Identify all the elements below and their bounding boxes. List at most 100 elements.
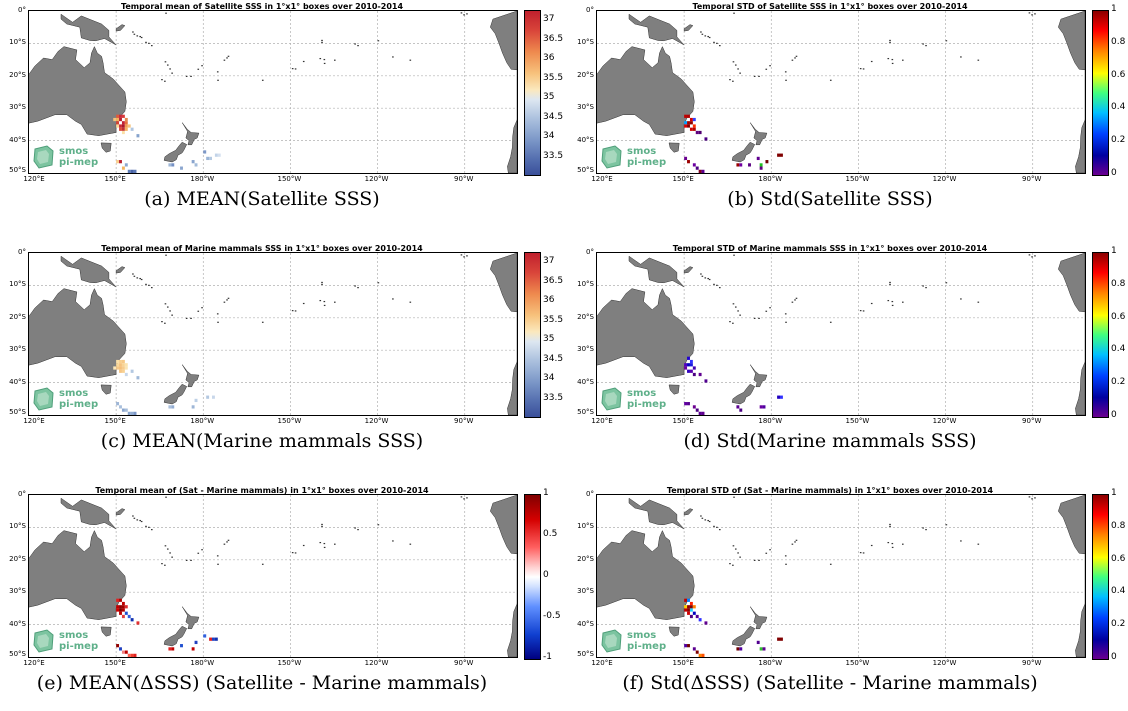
island — [169, 68, 171, 70]
island — [1028, 254, 1031, 256]
island — [729, 321, 731, 323]
colorbar-tick: 36.5 — [543, 33, 564, 44]
island — [889, 41, 891, 43]
island — [732, 61, 735, 63]
data-cell — [119, 124, 122, 128]
data-cell — [121, 605, 125, 609]
island — [870, 302, 873, 305]
data-cell — [780, 395, 783, 399]
logo-line-1: smos — [59, 146, 89, 157]
colorbar-tick: -0.5 — [543, 611, 561, 621]
data-cell — [692, 611, 696, 615]
island — [862, 552, 865, 554]
island — [733, 12, 735, 14]
landmass-samerica — [490, 495, 517, 657]
logo-mark-icon — [33, 629, 54, 653]
data-cell — [687, 598, 690, 602]
island — [164, 61, 167, 63]
data-cell — [121, 363, 125, 367]
data-cell — [214, 153, 218, 157]
data-cell — [759, 647, 763, 651]
island — [354, 285, 356, 287]
data-cell — [124, 408, 128, 412]
data-cell — [191, 647, 195, 651]
data-cell — [212, 637, 215, 641]
island — [887, 299, 890, 302]
island — [185, 75, 188, 77]
island — [719, 45, 721, 47]
island — [148, 42, 150, 44]
lon-label: 180°W — [190, 417, 215, 425]
data-cell — [689, 121, 693, 125]
landmass-nz_s — [163, 625, 188, 647]
island — [889, 281, 891, 284]
lon-label: 180°W — [758, 417, 783, 425]
map-svg — [29, 11, 517, 173]
island — [185, 317, 188, 319]
island — [136, 35, 139, 37]
island — [132, 273, 134, 275]
island — [323, 62, 326, 65]
data-cell — [762, 405, 766, 409]
island — [977, 301, 980, 303]
island — [887, 57, 890, 60]
data-cell — [692, 124, 696, 128]
island — [889, 525, 891, 527]
island — [377, 524, 380, 526]
data-cell — [212, 395, 215, 399]
island — [460, 12, 463, 14]
island — [357, 529, 359, 531]
island — [201, 307, 203, 309]
map-svg — [29, 253, 517, 415]
data-cell — [121, 359, 125, 364]
island — [392, 298, 394, 300]
data-cell — [762, 647, 766, 651]
island — [977, 543, 980, 545]
logo-text: smos pi-mep — [59, 388, 98, 410]
logo-text: smos pi-mep — [627, 388, 666, 410]
data-cell — [194, 163, 198, 167]
landmass-nz_n — [749, 364, 768, 388]
island — [795, 297, 798, 299]
island — [902, 59, 904, 61]
landmass-tasmania — [100, 142, 112, 153]
lat-label: 0° — [18, 490, 26, 498]
panel-title: Temporal mean of Satellite SSS in 1°x1° … — [120, 2, 404, 11]
data-cell — [692, 127, 696, 131]
data-cell — [736, 647, 740, 651]
data-cell — [121, 408, 125, 412]
lat-label: 50°S — [9, 650, 26, 658]
panel-caption: (f) Std(ΔSSS) (Satellite - Marine mammal… — [622, 672, 1038, 694]
data-cell — [203, 150, 207, 154]
island — [334, 59, 336, 61]
data-cell — [756, 640, 760, 645]
island — [960, 298, 962, 300]
colorbar-tick: 0.4 — [1111, 586, 1126, 597]
data-cell — [739, 647, 743, 651]
colorbar — [524, 252, 541, 418]
island — [708, 36, 711, 39]
landmass-ng — [628, 497, 685, 530]
colorbar-tick: 0 — [1111, 652, 1117, 662]
island — [216, 71, 219, 73]
logo-line-2: pi-mep — [59, 157, 99, 168]
data-cell — [701, 653, 705, 657]
island — [145, 41, 147, 43]
island — [1031, 256, 1033, 258]
data-cell — [698, 169, 702, 173]
island — [925, 529, 927, 531]
island — [392, 540, 394, 542]
data-cell — [194, 398, 198, 403]
island — [716, 284, 718, 286]
lat-label: 50°S — [577, 650, 594, 658]
island — [700, 31, 702, 33]
data-cell — [687, 369, 690, 373]
data-cell — [684, 605, 688, 609]
colorbar-tick: 34 — [543, 131, 555, 141]
data-cell — [124, 124, 128, 128]
island — [945, 524, 948, 526]
data-cell — [689, 369, 693, 373]
lon-label: 120°W — [364, 417, 389, 425]
island — [164, 322, 166, 324]
data-cell — [736, 163, 740, 167]
